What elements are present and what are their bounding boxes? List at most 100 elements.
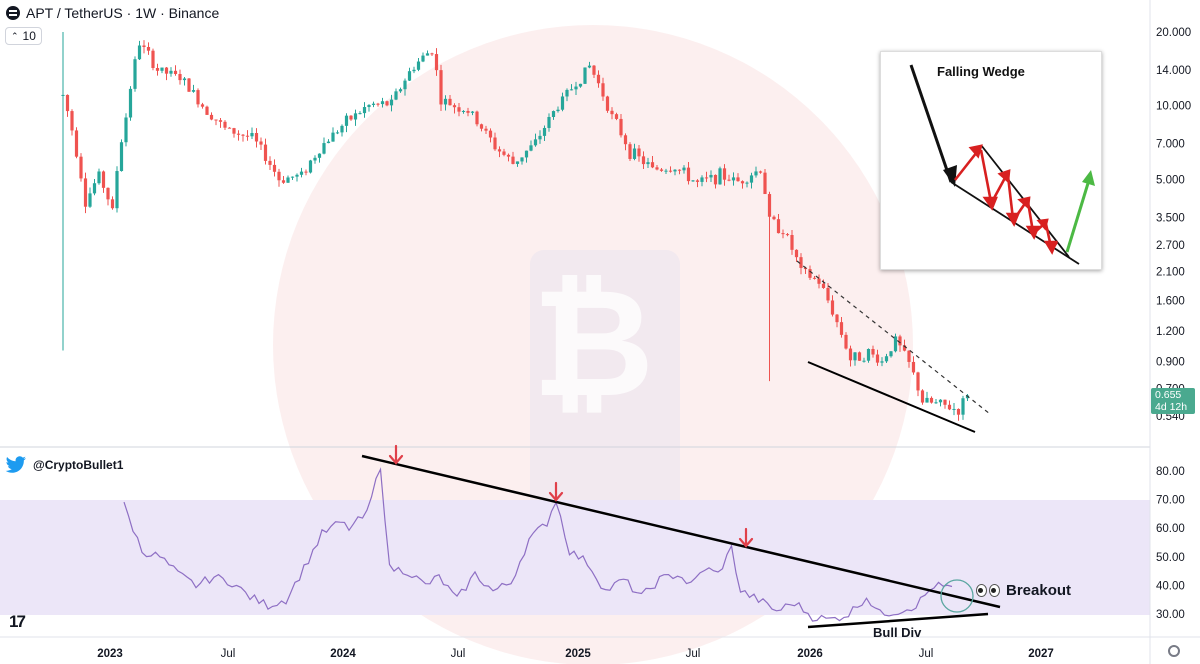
- time-tick-label: Jul: [686, 648, 701, 660]
- time-tick-label: 2025: [565, 648, 591, 660]
- rsi-bull-div-line[interactable]: [807, 612, 989, 629]
- candle-body: [254, 133, 259, 142]
- candle-body: [835, 314, 839, 323]
- price-tick-label: 1.600: [1156, 296, 1185, 308]
- candle-body: [592, 65, 596, 75]
- candle-body: [713, 174, 718, 185]
- candle-body: [565, 89, 569, 97]
- rsi-downtrend-line[interactable]: [361, 454, 1001, 609]
- candle-body: [448, 98, 452, 106]
- candle-body: [353, 113, 358, 120]
- candle-body: [380, 101, 385, 105]
- candle-body: [893, 336, 898, 352]
- falling-wedge-title: Falling Wedge: [937, 64, 1025, 79]
- time-axis[interactable]: 2023 Jul 2024 Jul 2025 Jul 2026 Jul 2027: [97, 648, 1054, 660]
- breakout-text: Breakout: [1006, 582, 1072, 599]
- candle-body: [124, 117, 128, 143]
- rsi-axis[interactable]: 80.00 70.00 60.00 50.00 40.00 30.00: [1156, 466, 1185, 621]
- candle-body: [470, 111, 475, 113]
- candle-body: [97, 171, 101, 184]
- candle-body: [538, 135, 542, 140]
- candle-body: [637, 148, 641, 157]
- candle-body: [808, 269, 812, 278]
- falling-wedge-illustration: Falling Wedge: [880, 51, 1102, 270]
- candle-body: [119, 142, 124, 172]
- candle-body: [308, 160, 313, 173]
- candle-body: [461, 110, 466, 112]
- candle-body: [745, 182, 749, 184]
- candle-body: [898, 336, 902, 346]
- candle-body: [497, 149, 502, 152]
- candle-body: [907, 350, 911, 362]
- candle-body: [902, 345, 907, 351]
- settings-gear-icon[interactable]: [1168, 645, 1180, 657]
- price-tick-label: 3.500: [1156, 212, 1185, 224]
- rsi-line: [123, 467, 953, 622]
- indicator-toggle[interactable]: ⌃ 10: [5, 27, 42, 45]
- candle-body: [889, 351, 893, 357]
- time-tick-label: Jul: [919, 648, 934, 660]
- candle-body: [767, 194, 772, 217]
- candle-body: [457, 107, 461, 112]
- candle-body: [263, 144, 268, 161]
- candle-body: [574, 86, 578, 90]
- candle-body: [313, 157, 317, 161]
- wedge-support-line[interactable]: [807, 361, 976, 433]
- candle-body: [304, 171, 308, 173]
- candle-body: [430, 53, 434, 55]
- candle-body: [79, 156, 83, 179]
- candle-body: [493, 137, 497, 150]
- candle-body: [421, 55, 425, 62]
- candle-body: [362, 107, 367, 114]
- tradingview-logo-icon[interactable]: 17: [9, 612, 26, 631]
- candle-body: [407, 71, 412, 81]
- candle-body: [839, 322, 844, 335]
- candle-body: [160, 67, 164, 71]
- wedge-resistance-line[interactable]: [796, 260, 991, 415]
- rsi-tick-label: 40.00: [1156, 580, 1185, 592]
- candle-body: [151, 50, 155, 69]
- price-tick-label: 0.900: [1156, 357, 1185, 369]
- candle-body: [781, 233, 785, 235]
- rsi-band: [0, 500, 1150, 615]
- candle-body: [331, 132, 335, 142]
- chart-header: APT / TetherUS · 1W · Binance: [6, 5, 219, 21]
- candle-body: [268, 160, 272, 165]
- candle-body: [340, 125, 344, 133]
- candle-body: [88, 193, 92, 207]
- candle-body: [412, 69, 416, 72]
- candle-body: [799, 257, 803, 268]
- zigzag-arrows: [953, 144, 1059, 255]
- time-tick-label: Jul: [221, 648, 236, 660]
- rsi-tick-label: 60.00: [1156, 523, 1185, 535]
- candle-body: [529, 145, 533, 151]
- candle-body: [790, 235, 794, 250]
- candle-body: [533, 139, 538, 146]
- candle-body: [70, 111, 74, 131]
- candle-body: [479, 124, 484, 129]
- candle-body: [385, 101, 389, 106]
- candle-body: [947, 404, 952, 410]
- candle-body: [187, 78, 191, 92]
- price-axis[interactable]: 20.000 14.000 10.000 7.000 5.000 3.500 2.700 2.…: [1156, 27, 1191, 423]
- candle-body: [610, 110, 614, 115]
- candle-body: [214, 119, 218, 121]
- candle-body: [709, 174, 713, 178]
- candle-body: [803, 267, 808, 270]
- candle-body: [578, 83, 583, 87]
- candle-body: [722, 168, 727, 180]
- candle-body: [164, 67, 169, 74]
- candle-body: [682, 167, 686, 171]
- twitter-handle-text: @CryptoBullet1: [33, 458, 124, 472]
- symbol-title[interactable]: APT / TetherUS · 1W · Binance: [26, 5, 220, 21]
- candle-body: [209, 114, 214, 120]
- price-tick-label: 2.700: [1156, 240, 1185, 252]
- candle-body: [389, 99, 394, 106]
- last-price: 0.655: [1155, 389, 1182, 401]
- candle-body: [727, 179, 731, 181]
- candle-body: [218, 120, 223, 122]
- candle-body: [785, 234, 790, 236]
- candle-body: [335, 132, 340, 134]
- symbol-icon[interactable]: [6, 6, 20, 20]
